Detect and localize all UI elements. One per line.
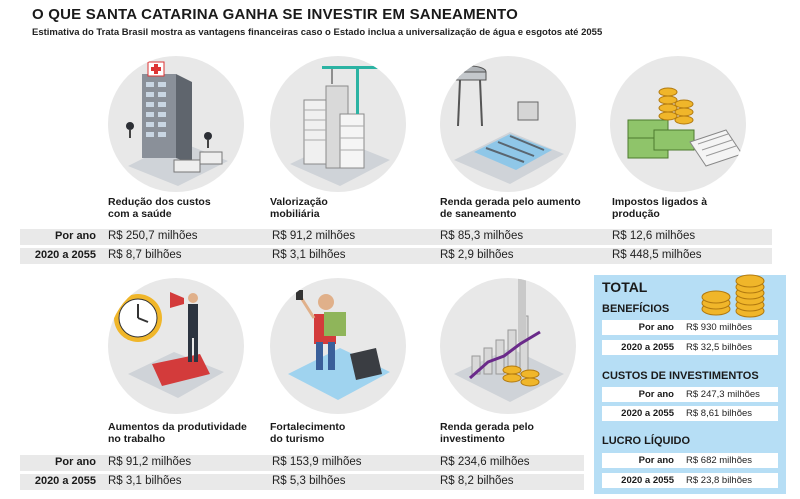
row-label-per-year: Por ano xyxy=(55,230,96,242)
value-productivity-period: R$ 3,1 bilhões xyxy=(108,475,182,487)
growth-chart-icon xyxy=(440,278,576,414)
benefits-per-year-value: R$ 930 milhões xyxy=(686,322,753,333)
costs-per-year-row: Por ano R$ 247,3 milhões xyxy=(602,387,778,402)
item-label-health: Redução dos custos com a saúde xyxy=(108,196,211,220)
value-taxes-per-year: R$ 12,6 milhões xyxy=(612,230,696,242)
row-label: Por ano xyxy=(638,389,674,400)
benefits-heading: BENEFÍCIOS xyxy=(602,303,670,315)
costs-period-row: 2020 a 2055 R$ 8,61 bilhões xyxy=(602,406,778,421)
value-productivity-per-year: R$ 91,2 milhões xyxy=(108,456,192,468)
profit-per-year-row: Por ano R$ 682 milhões xyxy=(602,453,778,468)
value-property-period: R$ 3,1 bilhões xyxy=(272,249,346,261)
page-title: O QUE SANTA CATARINA GANHA SE INVESTIR E… xyxy=(32,6,518,23)
value-tourism-per-year: R$ 153,9 milhões xyxy=(272,456,362,468)
row-label-per-year-bottom: Por ano xyxy=(55,456,96,468)
value-investment-period: R$ 8,2 bilhões xyxy=(440,475,514,487)
bottom-band-per-year xyxy=(20,455,584,471)
costs-heading: CUSTOS DE INVESTIMENTOS xyxy=(602,370,759,382)
item-label-investment-income: Renda gerada pelo investimento xyxy=(440,421,534,445)
benefits-period-row: 2020 a 2055 R$ 32,5 bilhões xyxy=(602,340,778,355)
row-label: 2020 a 2055 xyxy=(621,408,674,419)
coins-icon xyxy=(701,274,765,318)
value-health-per-year: R$ 250,7 milhões xyxy=(108,230,198,242)
clock-megaphone-icon xyxy=(108,278,244,414)
row-label-period-bottom: 2020 a 2055 xyxy=(34,475,96,487)
row-label: 2020 a 2055 xyxy=(621,475,674,486)
row-label: Por ano xyxy=(638,455,674,466)
item-label-property: Valorização mobiliária xyxy=(270,196,328,220)
top-band-period xyxy=(20,248,772,264)
buildings-crane-icon xyxy=(270,56,406,192)
row-label-period: 2020 a 2055 xyxy=(34,249,96,261)
value-sanitation-period: R$ 2,9 bilhões xyxy=(440,249,514,261)
profit-heading: LUCRO LÍQUIDO xyxy=(602,435,690,447)
value-tourism-period: R$ 5,3 bilhões xyxy=(272,475,346,487)
value-health-period: R$ 8,7 bilhões xyxy=(108,249,182,261)
row-label: 2020 a 2055 xyxy=(621,342,674,353)
value-sanitation-per-year: R$ 85,3 milhões xyxy=(440,230,524,242)
row-label: Por ano xyxy=(638,322,674,333)
total-panel: TOTAL BENEFÍCIOS Por ano R$ 930 milhões … xyxy=(594,274,786,494)
profit-period-value: R$ 23,8 bilhões xyxy=(686,475,753,486)
hospital-icon xyxy=(108,56,244,192)
water-tower-icon xyxy=(440,56,576,192)
top-band-per-year xyxy=(20,229,772,245)
tourist-icon xyxy=(270,278,406,414)
item-label-tourism: Fortalecimento do turismo xyxy=(270,421,346,445)
benefits-per-year-row: Por ano R$ 930 milhões xyxy=(602,320,778,335)
money-coins-icon xyxy=(610,56,746,192)
value-investment-per-year: R$ 234,6 milhões xyxy=(440,456,530,468)
value-property-per-year: R$ 91,2 milhões xyxy=(272,230,356,242)
item-label-productivity: Aumentos da produtividade no trabalho xyxy=(108,421,247,445)
profit-per-year-value: R$ 682 milhões xyxy=(686,455,753,466)
costs-per-year-value: R$ 247,3 milhões xyxy=(686,389,760,400)
value-taxes-period: R$ 448,5 milhões xyxy=(612,249,702,261)
bottom-band-period xyxy=(20,474,584,490)
benefits-period-value: R$ 32,5 bilhões xyxy=(686,342,753,353)
profit-period-row: 2020 a 2055 R$ 23,8 bilhões xyxy=(602,473,778,488)
item-label-sanitation-income: Renda gerada pelo aumento de saneamento xyxy=(440,196,581,220)
total-title: TOTAL xyxy=(602,279,648,295)
item-label-taxes: Impostos ligados à produção xyxy=(612,196,708,220)
costs-period-value: R$ 8,61 bilhões xyxy=(686,408,753,419)
page-subtitle: Estimativa do Trata Brasil mostra as van… xyxy=(32,27,603,38)
